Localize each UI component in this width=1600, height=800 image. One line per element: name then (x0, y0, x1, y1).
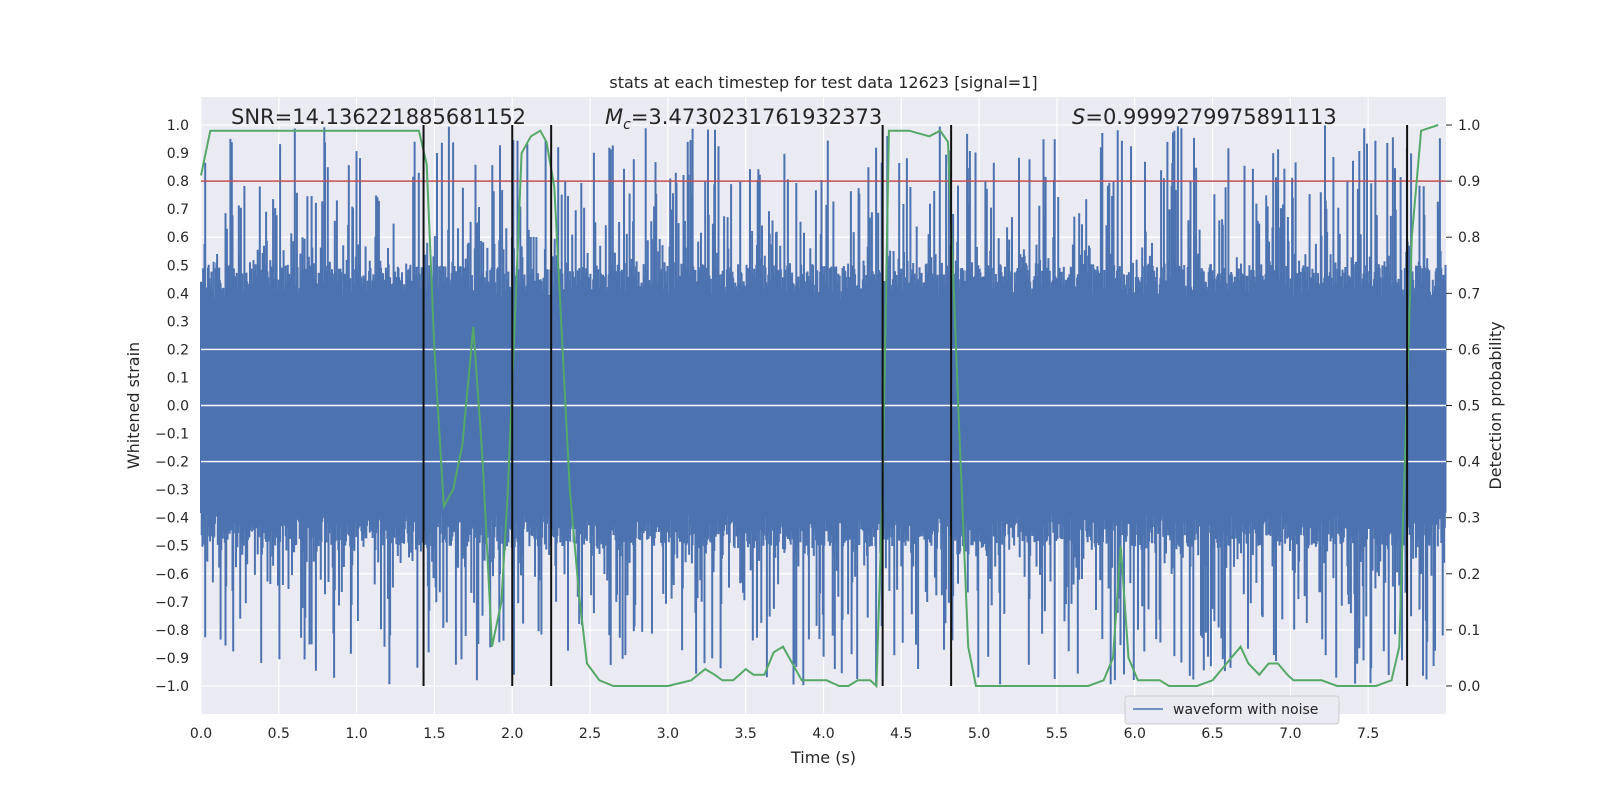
x-tick-label: 4.0 (812, 726, 834, 742)
x-tick-label: 4.5 (890, 726, 912, 742)
x-axis-label: Time (s) (790, 748, 856, 767)
x-tick-label: 1.5 (423, 726, 445, 742)
y-tick-label: 0.5 (167, 258, 189, 274)
x-tick-label: 0.0 (190, 726, 212, 742)
y-tick-label: −0.3 (155, 483, 189, 499)
y-tick-label: −0.4 (155, 511, 189, 527)
y2-tick-label: 0.0 (1458, 679, 1480, 695)
y-tick-label: −0.9 (155, 651, 189, 667)
y2-tick-label: 1.0 (1458, 118, 1480, 134)
x-tick-label: 1.0 (345, 726, 367, 742)
x-tick-label: 2.5 (579, 726, 601, 742)
legend-label-waveform: waveform with noise (1173, 702, 1318, 718)
y2-tick-label: 0.7 (1458, 286, 1480, 302)
y2-tick-label: 0.6 (1458, 342, 1480, 358)
x-tick-label: 3.0 (657, 726, 679, 742)
y-tick-label: −0.7 (155, 595, 189, 611)
marker-lines (422, 125, 1409, 686)
tick-labels: 0.0 0.5 1.0 1.5 2.0 2.5 3.0 3.5 4.0 4.5 5.0 5.5 6.0 6… (155, 118, 1480, 742)
y-axis-label: Whitened strain (124, 342, 143, 469)
x-tick-label: 7.0 (1279, 726, 1301, 742)
y2-tick-label: 0.8 (1458, 230, 1480, 246)
y-tick-label: 0.6 (167, 230, 189, 246)
score-annotation: S=0.9999279975891113 (1072, 105, 1337, 129)
y2-tick-label: 0.1 (1458, 623, 1480, 639)
y-tick-label: −1.0 (155, 679, 189, 695)
y-tick-label: 0.0 (167, 399, 189, 415)
y-tick-label: −0.8 (155, 623, 189, 639)
x-tick-label: 2.0 (501, 726, 523, 742)
x-tick-label: 0.5 (268, 726, 290, 742)
x-tick-label: 5.0 (968, 726, 990, 742)
probability-series (200, 124, 1439, 689)
legend: waveform with noise (1124, 695, 1340, 725)
y2-axis-label: Detection probability (1486, 321, 1505, 489)
y-tick-label: 0.9 (167, 146, 189, 162)
probability-line (200, 124, 1439, 689)
snr-annotation: SNR=14.136221885681152 (231, 105, 526, 129)
y2-tick-label: 0.2 (1458, 567, 1480, 583)
y-tick-label: −0.1 (155, 427, 189, 443)
y-tick-label: 0.1 (167, 370, 189, 386)
y-tick-label: 0.8 (167, 174, 189, 190)
x-tick-label: 7.5 (1357, 726, 1379, 742)
x-tick-label: 6.5 (1201, 726, 1223, 742)
y-tick-label: 0.4 (167, 286, 189, 302)
y2-tick-label: 0.4 (1458, 455, 1480, 471)
y2-tick-label: 0.5 (1458, 399, 1480, 415)
x-tick-label: 5.5 (1046, 726, 1068, 742)
x-tick-label: 6.0 (1124, 726, 1146, 742)
y-tick-label: −0.5 (155, 539, 189, 555)
x-tick-label: 3.5 (735, 726, 757, 742)
waveform-series (200, 125, 1447, 686)
chirp-mass-annotation: Mc=3.4730231761932373 (605, 105, 882, 133)
y-tick-label: 0.2 (167, 342, 189, 358)
y-tick-label: −0.2 (155, 455, 189, 471)
legend-box (1124, 695, 1340, 725)
y2-tick-label: 0.9 (1458, 174, 1480, 190)
chart-title: stats at each timestep for test data 126… (609, 73, 1037, 92)
y-tick-label: −0.6 (155, 567, 189, 583)
y-tick-label: 0.3 (167, 314, 189, 330)
y-tick-label: 1.0 (167, 118, 189, 134)
y-tick-label: 0.7 (167, 202, 189, 218)
y2-tick-label: 0.3 (1458, 511, 1480, 527)
